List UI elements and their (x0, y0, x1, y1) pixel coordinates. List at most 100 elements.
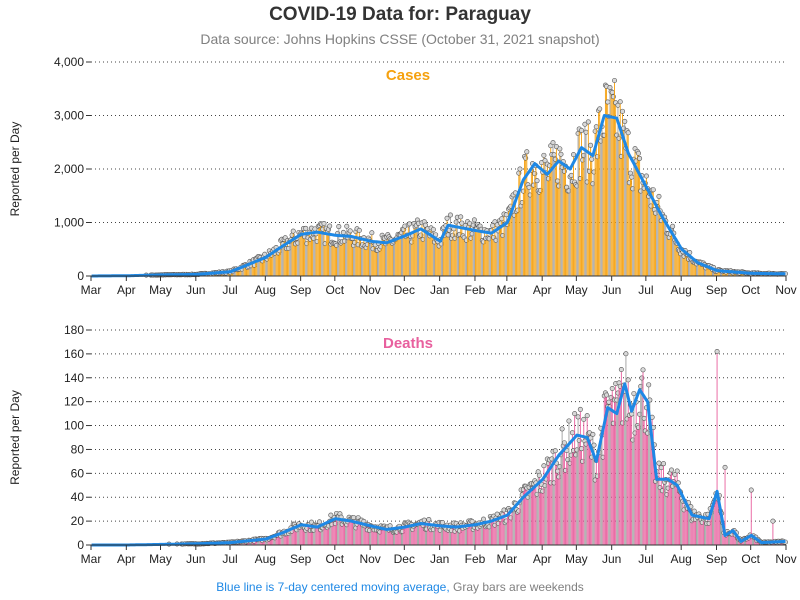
daily-bar (527, 497, 529, 545)
daily-bar (586, 415, 588, 545)
daily-bar (336, 513, 337, 545)
daily-bar (299, 234, 301, 276)
daily-point (748, 487, 754, 493)
daily-bar (362, 244, 364, 276)
daily-point (503, 212, 509, 218)
daily-bar (578, 128, 580, 276)
daily-bar (634, 148, 636, 276)
deaths-panel: 0 20 40 60 80 100 120 140 160 180 Reported per Day… (8, 323, 797, 566)
daily-bar (570, 175, 572, 276)
daily-point (691, 508, 697, 514)
daily-point (426, 517, 432, 523)
daily-bar (484, 229, 486, 276)
daily-bar (300, 525, 302, 545)
daily-bar (247, 267, 249, 276)
daily-bar (377, 250, 379, 276)
daily-bar (406, 235, 408, 276)
daily-bar (432, 229, 434, 276)
daily-bar (398, 526, 400, 545)
daily-point (643, 173, 649, 179)
daily-bar (331, 242, 333, 276)
daily-bar (418, 523, 420, 545)
daily-bar (509, 207, 511, 276)
daily-bar (675, 484, 677, 545)
daily-bar (336, 245, 337, 276)
daily-bar (442, 228, 443, 276)
daily-bar (497, 230, 499, 276)
daily-bar (717, 269, 719, 276)
daily-bar (633, 393, 635, 545)
daily-bar (596, 156, 598, 276)
y-tick-label: 160 (64, 347, 84, 361)
x-tick-label: Oct (325, 552, 344, 566)
daily-bar (684, 250, 686, 276)
daily-bar (364, 245, 366, 276)
daily-bar (543, 465, 545, 545)
daily-point (582, 121, 588, 127)
daily-bar (324, 525, 326, 545)
daily-bar (462, 235, 464, 276)
daily-bar (233, 269, 235, 276)
daily-bar (673, 481, 675, 545)
daily-bar (566, 450, 568, 545)
daily-point (606, 399, 612, 405)
daily-bar (533, 185, 535, 276)
daily-bar (257, 256, 259, 276)
daily-bar (542, 491, 544, 545)
daily-point (536, 472, 542, 478)
daily-point (604, 392, 610, 398)
daily-bar (691, 520, 693, 545)
y-tick-label: 120 (64, 395, 84, 409)
daily-bar (562, 161, 564, 276)
daily-bar (674, 474, 676, 545)
daily-bar (511, 509, 513, 545)
daily-bar (624, 391, 626, 545)
daily-bar (642, 182, 644, 276)
daily-bar (630, 404, 631, 545)
daily-bar (298, 523, 300, 545)
daily-bar (274, 253, 276, 276)
daily-bar (301, 233, 303, 276)
daily-bar (698, 262, 700, 276)
daily-bar (595, 126, 597, 276)
daily-bar (277, 532, 279, 545)
daily-bar (439, 239, 441, 276)
daily-bar (338, 226, 340, 276)
daily-bar (557, 181, 559, 276)
y-tick-label: 100 (64, 419, 84, 433)
daily-bar (538, 192, 540, 276)
daily-bar (399, 530, 401, 545)
daily-bar (389, 525, 391, 545)
daily-bar (471, 521, 473, 545)
daily-bar (373, 529, 375, 545)
daily-bar (408, 523, 410, 545)
daily-point (617, 99, 623, 105)
daily-bar (610, 91, 612, 276)
daily-bar (649, 400, 651, 545)
daily-bar (518, 173, 520, 276)
daily-bar (380, 246, 382, 276)
daily-point (618, 367, 624, 373)
daily-point (517, 166, 523, 172)
daily-bar (372, 248, 374, 276)
daily-point (430, 227, 436, 233)
daily-bar (553, 154, 555, 276)
daily-bar (561, 428, 563, 545)
daily-bar (473, 527, 475, 545)
x-tick-label: Dec (394, 552, 415, 566)
daily-bar (617, 105, 619, 276)
footer-note: Blue line is 7-day centered moving avera… (0, 580, 800, 594)
daily-point (575, 414, 581, 420)
daily-bar (309, 530, 311, 545)
daily-bar (276, 535, 278, 545)
daily-bar (389, 238, 391, 276)
daily-point (588, 142, 594, 148)
daily-bar (565, 166, 566, 276)
daily-bar (570, 455, 572, 545)
daily-point (439, 520, 445, 526)
daily-bar (260, 259, 262, 276)
daily-bar (594, 131, 596, 276)
daily-bar (707, 265, 709, 276)
daily-bar (322, 527, 324, 545)
daily-bar (451, 530, 453, 545)
